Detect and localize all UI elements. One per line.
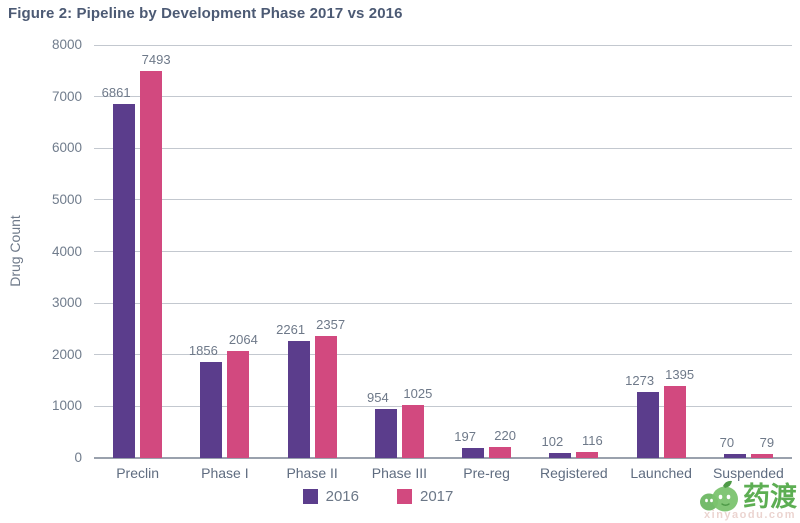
watermark: 药渡	[699, 479, 797, 515]
bar-value-label-2016-phase-i: 1856	[188, 343, 218, 359]
bar-2016-preclin	[113, 103, 136, 458]
bar-value-label-2017-suspended: 79	[759, 434, 775, 450]
bar-value-label-2017-pre-reg: 220	[494, 427, 516, 443]
bar-2017-launched	[663, 385, 686, 458]
gridline	[94, 302, 792, 304]
bar-2017-phase-i	[227, 351, 250, 458]
bar-value-label-2016-preclin: 6861	[101, 84, 131, 100]
gridline	[94, 44, 792, 46]
gridline	[94, 405, 792, 407]
y-axis-tick-label: 2000	[51, 346, 82, 362]
bar-2017-phase-iii	[401, 405, 424, 458]
y-axis-title: Drug Count	[7, 215, 23, 287]
x-axis-label-phase-i: Phase I	[201, 465, 249, 481]
bar-2016-registered	[549, 452, 572, 458]
bar-2016-phase-i	[200, 362, 223, 458]
bar-value-label-2016-phase-iii: 954	[367, 389, 389, 405]
watermark-url-text: xinyaodu.com	[704, 509, 796, 521]
plot-area: 0 1000 2000 3000 4000 5000 6000 7000 8000 6861 749…	[52, 37, 792, 481]
bar-2017-preclin	[140, 71, 163, 458]
bar-value-label-2017-phase-iii: 1025	[403, 386, 433, 402]
y-axis-tick-label: 3000	[51, 295, 82, 311]
gridline	[94, 354, 792, 356]
bar-2017-pre-reg	[489, 446, 512, 458]
gridline	[94, 147, 792, 149]
x-axis-line	[94, 457, 792, 459]
gridline	[94, 251, 792, 252]
x-axis-label-pre-reg: Pre-reg	[463, 465, 510, 481]
y-axis-tick-label: 5000	[51, 191, 82, 207]
y-axis-tick-label: 8000	[51, 37, 82, 52]
bar-value-label-2016-registered: 102	[541, 433, 564, 449]
bar-value-label-2016-launched: 1273	[625, 373, 655, 389]
x-axis-label-phase-ii: Phase II	[286, 465, 338, 481]
x-axis-label-suspended: Suspended	[712, 465, 784, 481]
chart-legend: 2016 2017	[0, 488, 756, 505]
watermark-cn-text: 药渡	[743, 481, 797, 512]
x-axis-label-phase-iii: Phase III	[371, 465, 427, 481]
bar-2016-suspended	[723, 454, 746, 458]
bar-value-label-2017-registered: 116	[582, 433, 603, 448]
y-axis-tick-label: 0	[74, 450, 82, 465]
legend-swatch-2016	[302, 489, 318, 504]
bar-value-label-2017-phase-i: 2064	[228, 332, 258, 348]
gridline	[94, 96, 792, 98]
x-axis-label-preclin: Preclin	[116, 465, 160, 481]
bar-2017-suspended	[750, 453, 773, 458]
bar-value-label-2017-phase-ii: 2357	[316, 317, 346, 333]
legend-label-2017: 2017	[420, 488, 454, 505]
bar-value-label-2016-pre-reg: 197	[454, 428, 476, 444]
bar-2016-launched	[636, 392, 659, 458]
y-axis-tick-label: 1000	[51, 398, 82, 414]
y-axis-tick-label: 4000	[51, 243, 82, 259]
bar-value-label-2017-launched: 1395	[665, 366, 695, 382]
x-axis-label-launched: Launched	[630, 465, 692, 481]
bar-2016-phase-ii	[287, 341, 310, 458]
x-axis-label-registered: Registered	[540, 465, 608, 481]
y-axis-tick-label: 6000	[51, 140, 82, 156]
bar-2016-phase-iii	[374, 408, 397, 458]
bar-value-label-2017-preclin: 7493	[141, 52, 171, 68]
bar-2017-registered	[576, 452, 599, 458]
legend-label-2016: 2016	[325, 488, 359, 505]
yaodu-logo-icon	[699, 479, 741, 515]
legend-item-2017: 2017	[397, 488, 453, 505]
bar-2016-pre-reg	[462, 447, 485, 458]
bar-2017-phase-ii	[314, 336, 337, 458]
legend-item-2016: 2016	[302, 488, 359, 505]
chart-title: Figure 2: Pipeline by Development Phase …	[8, 5, 403, 22]
legend-swatch-2017	[397, 489, 412, 504]
y-axis-tick-label: 7000	[51, 88, 82, 104]
bar-value-label-2016-phase-ii: 2261	[276, 322, 306, 338]
gridline	[94, 199, 792, 201]
bar-value-label-2016-suspended: 70	[719, 435, 735, 451]
